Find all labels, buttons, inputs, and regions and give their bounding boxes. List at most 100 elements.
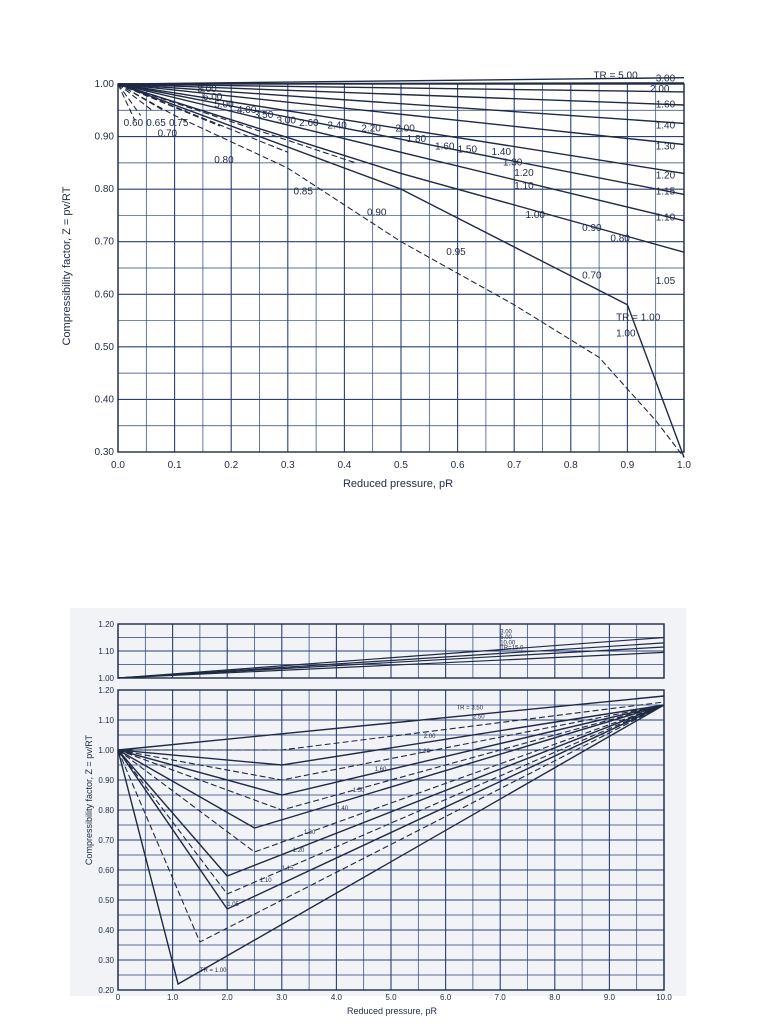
chart-1-curve-label: 1.00 xyxy=(526,210,546,221)
chart-1-curve-label: 1.80 xyxy=(407,134,427,145)
chart-2-x-tick-label: 3.0 xyxy=(276,993,288,1002)
chart-1-series xyxy=(117,77,685,458)
chart-2-y-axis-label: Compressibility factor, Z = pv/RT xyxy=(84,734,94,865)
chart-1-curve-label: 1.60 xyxy=(656,100,676,111)
chart-1-y-tick-label: 0.30 xyxy=(95,447,115,458)
chart-2-curve-label: 1.40 xyxy=(336,806,348,812)
chart-2-curve-label: 1.15 xyxy=(282,866,294,872)
chart-1-x-axis-label: Reduced pressure, pR xyxy=(343,478,453,490)
chart-2-x-tick-label: 8.0 xyxy=(549,993,561,1002)
chart-1-curve-label: 0.75 xyxy=(169,118,189,129)
chart-1-series-line xyxy=(117,83,142,116)
chart-2-inset-curve-label: 5.00 xyxy=(500,635,512,641)
chart-2-y-tick-label: 1.10 xyxy=(98,716,114,725)
chart-1-curve-label: 1.15 xyxy=(656,186,676,197)
chart-1-curve-labels: TR = 5.00 3.002.001.601.401.301.201.151.1… xyxy=(124,71,676,340)
chart-1-curve-label: 0.90 xyxy=(582,223,602,234)
chart-2-tick-labels: 0 1.0 2.0 3.0 4.0 5.0 6.0 7.0 8.0 9.0 10.0 0.20 0.30… xyxy=(98,620,672,1002)
chart-1-tick-labels: 0.0 0.1 0.2 0.3 0.4 0.5 0.6 0.7 0.8 0.9 1.0 0.30 0.4… xyxy=(95,79,692,471)
chart-1-series-line xyxy=(117,82,685,85)
chart-2-y-tick-label: 0.40 xyxy=(98,926,114,935)
chart-2-inset-series-line xyxy=(117,642,665,679)
chart-1-curve-label: 1.05 xyxy=(656,276,676,287)
chart-1-y-tick-label: 0.80 xyxy=(95,184,115,195)
chart-1-series-line xyxy=(117,83,685,146)
chart-2-y-tick-label: 0.50 xyxy=(98,896,114,905)
chart-2-curve-label: 1.30 xyxy=(304,830,316,836)
chart-1-x-tick-label: 0.6 xyxy=(451,460,465,471)
chart-1-x-tick-label: 0.5 xyxy=(394,460,408,471)
chart-1-x-tick-label: 0.4 xyxy=(337,460,351,471)
chart-2-x-tick-label: 4.0 xyxy=(331,993,343,1002)
chart-1-y-tick-label: 0.60 xyxy=(95,289,115,300)
chart-1-curve-label: 6.00 xyxy=(203,92,223,103)
chart-1-curve-label: 3.00 xyxy=(276,115,296,126)
chart-2-x-tick-label: 10.0 xyxy=(656,993,672,1002)
chart-2-series-line xyxy=(117,704,665,766)
chart-2-x-tick-label: 9.0 xyxy=(604,993,616,1002)
chart-2-inset-y-tick-label: 1.20 xyxy=(98,620,114,629)
chart-2-series-line xyxy=(117,695,665,751)
chart-2-series-line xyxy=(117,704,665,877)
chart-2-curve-label: 1.80 xyxy=(418,749,430,755)
chart-1-curve-label: 1.40 xyxy=(492,147,512,158)
chart-1-y-tick-label: 0.90 xyxy=(95,132,115,143)
chart-2-x-tick-label: 1.0 xyxy=(167,993,179,1002)
chart-2-series-line xyxy=(117,704,665,910)
chart-2-y-tick-label: 0.70 xyxy=(98,836,114,845)
chart-1-curve-label: 0.60 xyxy=(124,118,144,129)
chart-1-curve-label: 0.80 xyxy=(610,234,630,245)
chart-1-series-line xyxy=(117,83,685,222)
chart-1-x-tick-label: 0.0 xyxy=(111,460,125,471)
chart-2-y-tick-label: 0.90 xyxy=(98,776,114,785)
chart-2-y-tick-label: 0.30 xyxy=(98,956,114,965)
chart-1-series-line xyxy=(117,83,685,253)
chart-2-inset-series-line xyxy=(117,646,665,679)
chart-2-curve-label: 2.50 xyxy=(473,715,485,721)
chart-2-series-line xyxy=(117,704,665,895)
chart-2-y-tick-label: 1.20 xyxy=(98,686,114,695)
chart-2-x-tick-label: 0 xyxy=(116,993,121,1002)
chart-1-curve-label: 8.00 xyxy=(197,84,217,95)
chart-1-curve-label: 0.70 xyxy=(158,129,178,140)
chart-1-curve-label: 0.70 xyxy=(582,271,602,282)
chart-2-curve-label: TR = 1.00 xyxy=(200,968,227,974)
chart-2-x-tick-label: 2.0 xyxy=(222,993,234,1002)
chart-1-curve-label: 1.20 xyxy=(514,168,534,179)
chart-1-series-line xyxy=(117,83,356,164)
chart-1-curve-label: 0.90 xyxy=(367,207,387,218)
chart-1-curve-label: 2.40 xyxy=(327,121,347,132)
chart-1-series-line xyxy=(117,83,685,196)
chart-1-series-line xyxy=(117,83,153,111)
chart-2-x-tick-label: 7.0 xyxy=(495,993,507,1002)
chart-1-y-tick-label: 1.00 xyxy=(95,79,115,90)
chart-1-x-tick-label: 0.8 xyxy=(564,460,578,471)
chart-1-curve-label: 5.00 xyxy=(214,100,234,111)
chart-1-curve-label: TR = 1.00 xyxy=(616,313,661,324)
chart-2-curve-label: 1.20 xyxy=(293,848,305,854)
chart-2-y-tick-label: 1.00 xyxy=(98,746,114,755)
chart-2-series-line xyxy=(117,704,665,943)
chart-1-series-line xyxy=(117,83,685,458)
chart-1-series-line xyxy=(117,83,685,106)
chart-2-series-line xyxy=(118,701,665,751)
chart-2-inset-series-line xyxy=(117,651,665,679)
chart-2-y-tick-label: 0.80 xyxy=(98,806,114,815)
chart-1-curve-label: 2.00 xyxy=(650,84,670,95)
chart-1-curve-label: 3.00 xyxy=(656,73,676,84)
chart-1-x-tick-label: 0.7 xyxy=(507,460,521,471)
chart-2-curve-labels: TR = 3.50 2.50 2.00 1.80 1.60 1.50 1.40 1.30 1.2… xyxy=(200,629,524,974)
chart-2-grid xyxy=(117,623,665,991)
chart-2-inset-frame xyxy=(117,623,665,679)
chart-1-series-line xyxy=(117,83,685,125)
chart-1-curve-label: 0.65 xyxy=(146,118,166,129)
chart-1-curve-label: 1.30 xyxy=(503,157,523,168)
chart-1-curve-label: 1.10 xyxy=(656,213,676,224)
chart-2-inset-curve-label: 3.00 xyxy=(500,629,512,635)
chart-2-curve-label: 1.10 xyxy=(260,878,272,884)
chart-1-curve-label: 2.20 xyxy=(361,123,381,134)
chart-1-curve-label: 1.60 xyxy=(435,142,455,153)
chart-2-series-line xyxy=(117,704,665,796)
chart-1-x-tick-label: 1.0 xyxy=(677,460,691,471)
chart-1-curve-label: 3.50 xyxy=(254,110,274,121)
